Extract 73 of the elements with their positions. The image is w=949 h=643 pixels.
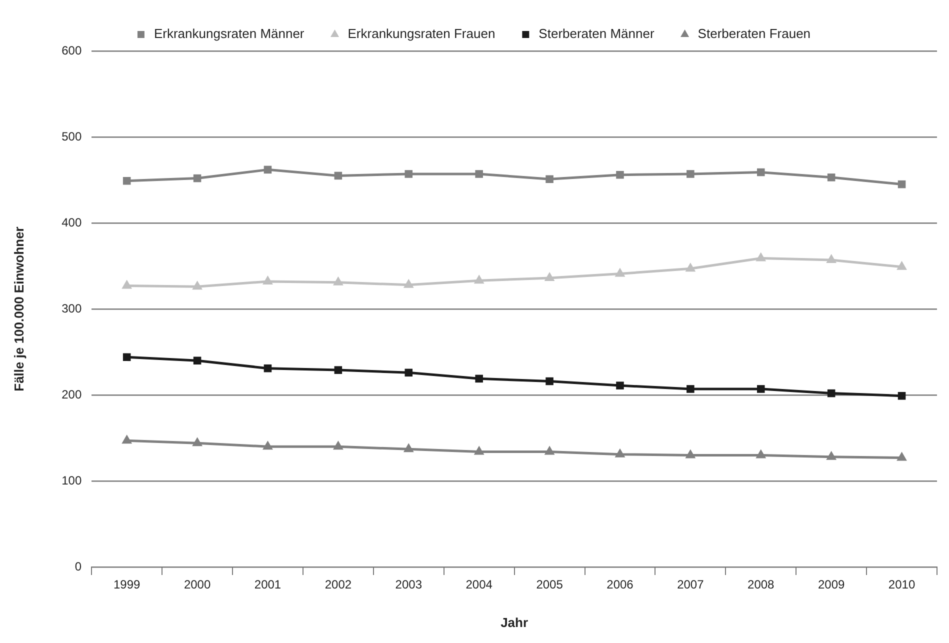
x-tick-label: 2006 [606,578,634,592]
point [474,274,484,284]
legend-label: Sterberaten Frauen [698,26,811,42]
point [686,170,694,178]
legend-label: Erkrankungsraten Frauen [348,26,496,42]
point [122,353,131,362]
point [616,382,624,390]
point [192,437,202,446]
point [264,166,272,174]
y-tick-label: 600 [62,43,82,58]
y-tick-label: 500 [62,129,82,144]
y-tick-label: 400 [62,215,82,230]
point [332,440,344,450]
x-axis-title: Jahr [500,614,528,630]
point [827,174,836,182]
point [332,276,344,286]
y-axis-title: Fälle je 100.000 Einwohner [11,226,26,392]
point [896,452,907,461]
x-tick-label: 2004 [466,578,493,592]
point [546,175,554,184]
point [403,443,414,452]
point [475,374,483,383]
point [334,172,342,180]
x-tick-label: 2010 [888,578,916,592]
y-tick-label: 100 [62,473,82,488]
point [686,385,694,393]
point [685,262,696,272]
point [403,278,414,288]
x-tick-label: 1999 [113,578,141,592]
x-tick-label: 2009 [818,578,845,592]
point [826,450,837,460]
point [475,170,483,178]
y-tick-label: 300 [62,301,82,316]
point [898,392,906,400]
point [404,170,413,178]
point [404,368,413,377]
point [898,180,906,188]
point [334,366,342,374]
point [193,356,202,364]
point [122,434,132,444]
y-tick-label: 0 [74,559,82,574]
point [192,280,202,290]
point [685,449,696,458]
point [546,377,554,386]
x-tick-label: 2005 [536,578,564,592]
point [544,272,555,282]
legend-label: Erkrankungsraten Männer [154,26,305,42]
x-tick-label: 2008 [748,578,775,592]
point [616,170,624,179]
point [474,446,484,455]
point [122,176,131,185]
point [122,280,132,289]
x-tick-label: 2002 [324,578,352,592]
point [614,448,626,458]
x-tick-label: 2000 [184,578,211,592]
point [544,446,555,455]
point [896,260,907,270]
point [756,385,765,393]
point [756,449,766,458]
legend-label: Sterberaten Männer [538,26,655,42]
point [756,168,765,176]
point [264,364,272,372]
point [826,254,837,263]
point [827,389,836,398]
point [756,252,766,262]
point [193,174,202,182]
x-tick-label: 2001 [254,578,282,592]
point [262,440,273,450]
point [614,268,626,277]
x-tick-label: 2007 [677,578,704,592]
x-tick-label: 2003 [395,578,422,592]
y-tick-label: 200 [62,387,82,402]
point [262,275,273,284]
